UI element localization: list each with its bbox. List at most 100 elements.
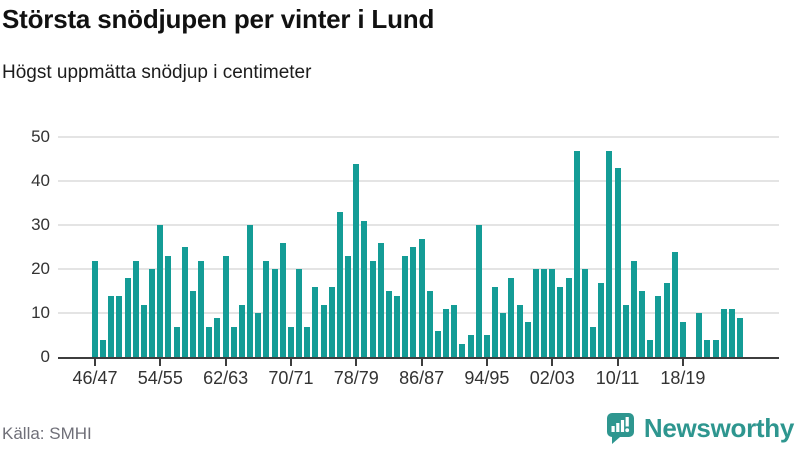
bar (181, 247, 188, 358)
bar (345, 256, 352, 358)
bar (720, 309, 727, 358)
bar (443, 309, 450, 358)
bar (132, 260, 139, 358)
bar (475, 225, 482, 358)
bar (434, 331, 441, 358)
bar (361, 221, 368, 358)
x-axis-line (58, 357, 779, 360)
bar (737, 317, 744, 358)
bar (255, 313, 262, 358)
bar (100, 339, 107, 358)
bar (296, 269, 303, 358)
bar (467, 335, 474, 358)
bar (671, 251, 678, 358)
source-attribution: Källa: SMHI (2, 424, 92, 443)
bar (492, 287, 499, 358)
y-tick-label: 50 (31, 127, 50, 147)
bar (328, 287, 335, 358)
bar (222, 256, 229, 358)
bar (630, 260, 637, 358)
bar (614, 168, 621, 358)
bar (410, 247, 417, 358)
bar (336, 212, 343, 358)
bar (712, 339, 719, 358)
x-tick-mark (551, 359, 554, 367)
gridline (58, 312, 779, 315)
bar (263, 260, 270, 358)
bar (459, 344, 466, 358)
bar (590, 326, 597, 358)
newsworthy-logo: Newsworthy (605, 412, 794, 445)
x-tick-mark (94, 359, 96, 367)
y-tick-label: 30 (31, 215, 50, 235)
bar (704, 339, 711, 358)
bar (679, 322, 686, 358)
bar (606, 150, 613, 358)
chart-title: Största snödjupen per vinter i Lund (2, 4, 435, 34)
x-tick-label: 54/55 (137, 368, 183, 389)
bar (647, 339, 654, 358)
bar (426, 291, 433, 358)
bar (230, 326, 237, 358)
bar (549, 269, 556, 358)
x-tick-mark (289, 359, 292, 367)
x-tick-mark (224, 359, 227, 367)
bar (622, 304, 629, 358)
gridline (58, 180, 779, 183)
newsworthy-icon (606, 413, 634, 444)
bar (663, 282, 670, 358)
bar (165, 256, 172, 358)
bar (116, 295, 123, 358)
bar (655, 295, 662, 358)
bar (369, 260, 376, 358)
bar (541, 269, 548, 358)
x-tick-mark (420, 359, 423, 367)
x-tick-label: 70/71 (268, 368, 314, 389)
bar (402, 256, 409, 358)
x-tick-label: 62/63 (203, 368, 249, 389)
bar (500, 313, 507, 358)
x-tick-label: 10/11 (595, 368, 640, 389)
bar (312, 287, 319, 358)
bar (320, 304, 327, 358)
bar (532, 269, 539, 358)
bar (287, 326, 294, 358)
bar (639, 291, 646, 358)
bar (696, 313, 703, 358)
bar (516, 304, 523, 358)
x-tick-mark (681, 359, 684, 367)
bar (189, 291, 196, 358)
y-tick-label: 40 (31, 171, 50, 191)
x-tick-label: 18/19 (660, 368, 706, 389)
x-tick-mark (355, 359, 358, 367)
bar (198, 260, 205, 358)
bar (728, 309, 735, 358)
y-tick-label: 20 (31, 259, 50, 279)
gridline (58, 268, 779, 271)
bar (173, 326, 180, 358)
x-tick-mark (616, 359, 619, 367)
bar (108, 295, 115, 358)
bar (557, 287, 564, 358)
newsworthy-wordmark: Newsworthy (643, 413, 794, 443)
bar (157, 225, 164, 358)
chart-subtitle: Högst uppmätta snödjup i centimeter (2, 62, 312, 83)
x-tick-label: 02/03 (529, 368, 575, 389)
bar (573, 150, 580, 358)
bar (565, 278, 572, 358)
x-tick-label: 46/47 (72, 368, 118, 389)
bar (124, 278, 131, 358)
x-tick-label: 78/79 (333, 368, 379, 389)
gridline (58, 136, 779, 139)
bar (451, 304, 458, 358)
bar (483, 335, 490, 358)
bar (598, 282, 605, 358)
x-tick-mark (159, 359, 162, 367)
bar (304, 326, 311, 358)
y-tick-label: 0 (40, 347, 50, 367)
bar (524, 322, 531, 358)
x-tick-label: 94/95 (464, 368, 510, 389)
gridline (58, 224, 779, 227)
bar (140, 304, 147, 358)
